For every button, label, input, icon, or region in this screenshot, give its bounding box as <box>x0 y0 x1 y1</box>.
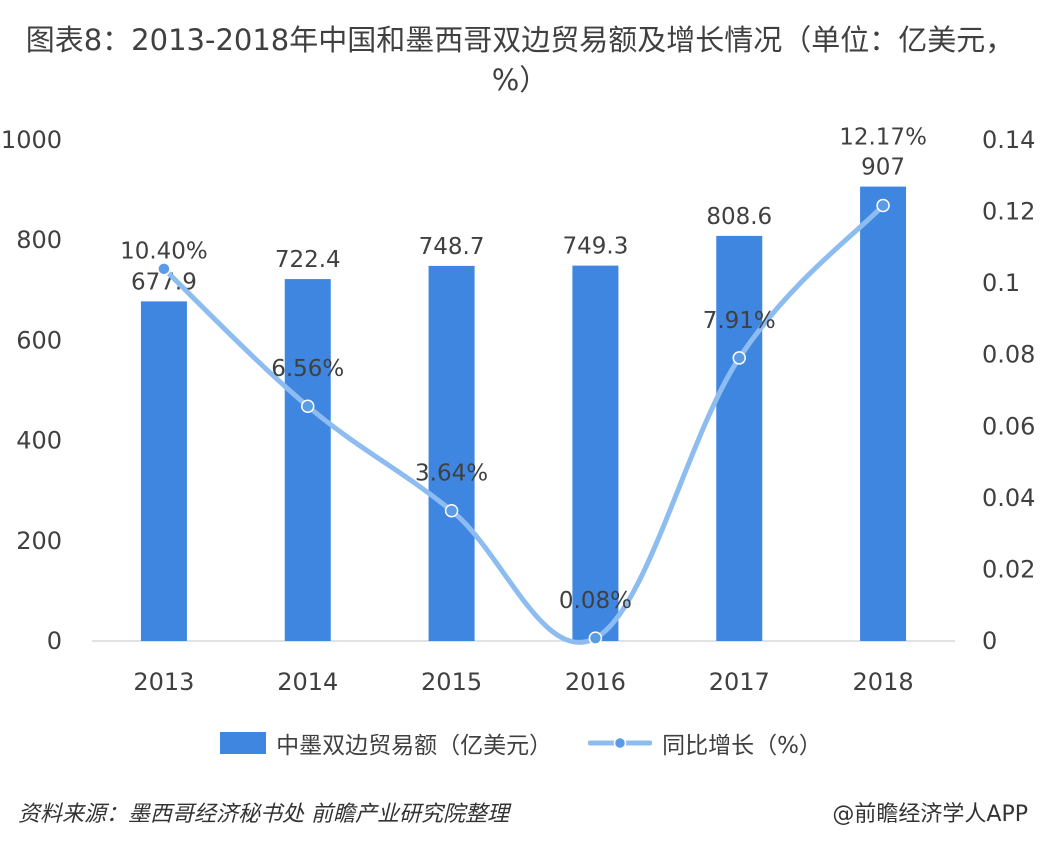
source-note: 资料来源：墨西哥经济秘书处 前瞻产业研究院整理 <box>18 802 509 827</box>
legend-item-line: 同比增长（%） <box>588 726 822 760</box>
bar-value-label: 748.7 <box>419 234 485 260</box>
line-point <box>732 351 746 365</box>
line-value-label: 10.40% <box>120 238 208 264</box>
line-point <box>876 198 890 213</box>
left-axis: 0 200 400 600 800 1000 <box>1 126 62 655</box>
bar-series <box>140 186 907 641</box>
left-tick-label: 800 <box>16 226 62 254</box>
legend: 中墨双边贸易额（亿美元） 同比增长（%） <box>0 726 1042 760</box>
right-tick-label: 0.04 <box>982 484 1035 512</box>
bar <box>284 279 331 641</box>
right-tick-label: 0.08 <box>982 341 1035 369</box>
credit-note: @前瞻经济学人APP <box>832 802 1028 827</box>
x-tick-label: 2016 <box>565 668 626 696</box>
line-point <box>157 262 171 276</box>
legend-line-swatch <box>588 736 653 750</box>
line-point <box>588 631 603 645</box>
line-value-label: 0.08% <box>559 588 632 614</box>
left-tick-label: 600 <box>16 326 62 354</box>
legend-bar-label: 中墨双边贸易额（亿美元） <box>276 733 553 759</box>
x-axis: 2013 2014 2015 2016 2017 2018 <box>133 668 913 696</box>
bar <box>572 265 619 641</box>
bar <box>140 301 187 641</box>
line-point <box>301 399 315 413</box>
line-labels: 10.40% 6.56% 3.64% 0.08% 7.91% 12.17% <box>120 125 927 615</box>
left-tick-label: 400 <box>16 427 62 455</box>
line-series <box>157 198 890 645</box>
bar <box>428 265 475 641</box>
legend-item-bar: 中墨双边贸易额（亿美元） <box>220 726 552 760</box>
x-tick-label: 2013 <box>133 668 194 696</box>
right-axis: 0 0.02 0.04 0.06 0.08 0.1 0.12 0.14 <box>982 126 1035 655</box>
bar-value-label: 808.6 <box>706 204 772 230</box>
x-tick-label: 2015 <box>421 668 482 696</box>
bar <box>860 186 907 641</box>
legend-bar-swatch <box>220 732 267 754</box>
x-tick-label: 2014 <box>277 668 338 696</box>
chart-title: 图表8：2013-2018年中国和墨西哥双边贸易额及增长情况（单位：亿美元，%） <box>25 23 1015 97</box>
right-tick-label: 0 <box>982 627 997 655</box>
right-tick-label: 0.12 <box>982 198 1035 226</box>
left-tick-label: 1000 <box>1 126 62 154</box>
growth-line <box>161 202 886 645</box>
line-value-label: 3.64% <box>415 461 488 487</box>
x-tick-label: 2018 <box>853 668 914 696</box>
left-tick-label: 200 <box>16 527 62 555</box>
left-tick-label: 0 <box>47 627 62 655</box>
bar-value-label: 722.4 <box>275 247 341 273</box>
right-tick-label: 0.14 <box>982 126 1035 154</box>
bar-value-label: 907 <box>861 155 905 181</box>
line-value-label: 7.91% <box>703 308 776 334</box>
bar-value-label: 749.3 <box>562 234 628 260</box>
legend-line-label: 同比增长（%） <box>662 733 822 759</box>
x-tick-label: 2017 <box>709 668 770 696</box>
right-tick-label: 0.02 <box>982 555 1035 583</box>
bar <box>716 235 763 641</box>
right-tick-label: 0.1 <box>982 269 1020 297</box>
right-tick-label: 0.06 <box>982 412 1035 440</box>
line-value-label: 6.56% <box>271 356 344 382</box>
line-value-label: 12.17% <box>839 125 927 151</box>
line-point <box>444 503 459 518</box>
